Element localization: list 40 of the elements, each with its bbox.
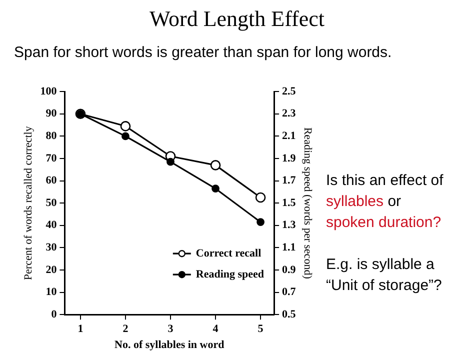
y-tick-label: 80 [46,130,58,142]
legend-label: Reading speed [196,268,264,280]
x-tick-label: 4 [212,323,219,336]
y2-tick-label: 1.1 [282,242,296,254]
x-tick-label: 2 [122,323,129,336]
y-tick-label: 70 [46,152,58,164]
y-tick-label: 50 [46,196,58,209]
text: E.g. is syllable a [326,255,436,275]
y2-tick-label: 1.9 [282,152,296,164]
y2-tick-label: 2.5 [282,85,296,98]
text: spoken duration? [326,213,442,233]
legend-label: Correct recall [196,247,262,260]
y-tick-label: 10 [46,286,58,298]
y2-tick-label: 2.1 [282,130,296,142]
y2-tick-label: 1.7 [282,174,296,187]
text: syllables [326,193,384,210]
y-axis-title: Percent of words recalled correctly [22,126,34,280]
text: or [388,193,402,210]
y-tick-label: 100 [40,85,58,98]
y2-tick-label: 1.3 [282,219,296,232]
y-tick-label: 60 [46,174,58,187]
x-tick-label: 5 [258,323,264,336]
y2-tick-label: 0.9 [282,264,296,276]
text: “Unit of storage”? [326,276,443,296]
y-tick-label: 30 [46,242,58,254]
chart-title: Word Length Effect [148,6,326,32]
y2-tick-label: 0.7 [282,286,296,298]
x-tick-label: 1 [78,323,84,336]
y-tick-label: 40 [46,219,58,232]
text: Is this an effect of [326,171,444,191]
y2-tick-label: 2.3 [282,108,296,120]
x-axis-title: No. of syllables in word [114,339,224,352]
chart-subtitle: Span for short words is greater than span for long words. [14,44,392,61]
y-tick-label: 0 [51,308,58,320]
y2-tick-label: 0.5 [282,308,296,320]
x-tick-label: 3 [168,323,174,336]
y2-axis-title: Reading speed (words per second) [302,127,314,280]
y-tick-label: 90 [46,108,58,120]
y-tick-label: 20 [46,264,58,276]
y2-tick-label: 1.5 [282,196,296,209]
